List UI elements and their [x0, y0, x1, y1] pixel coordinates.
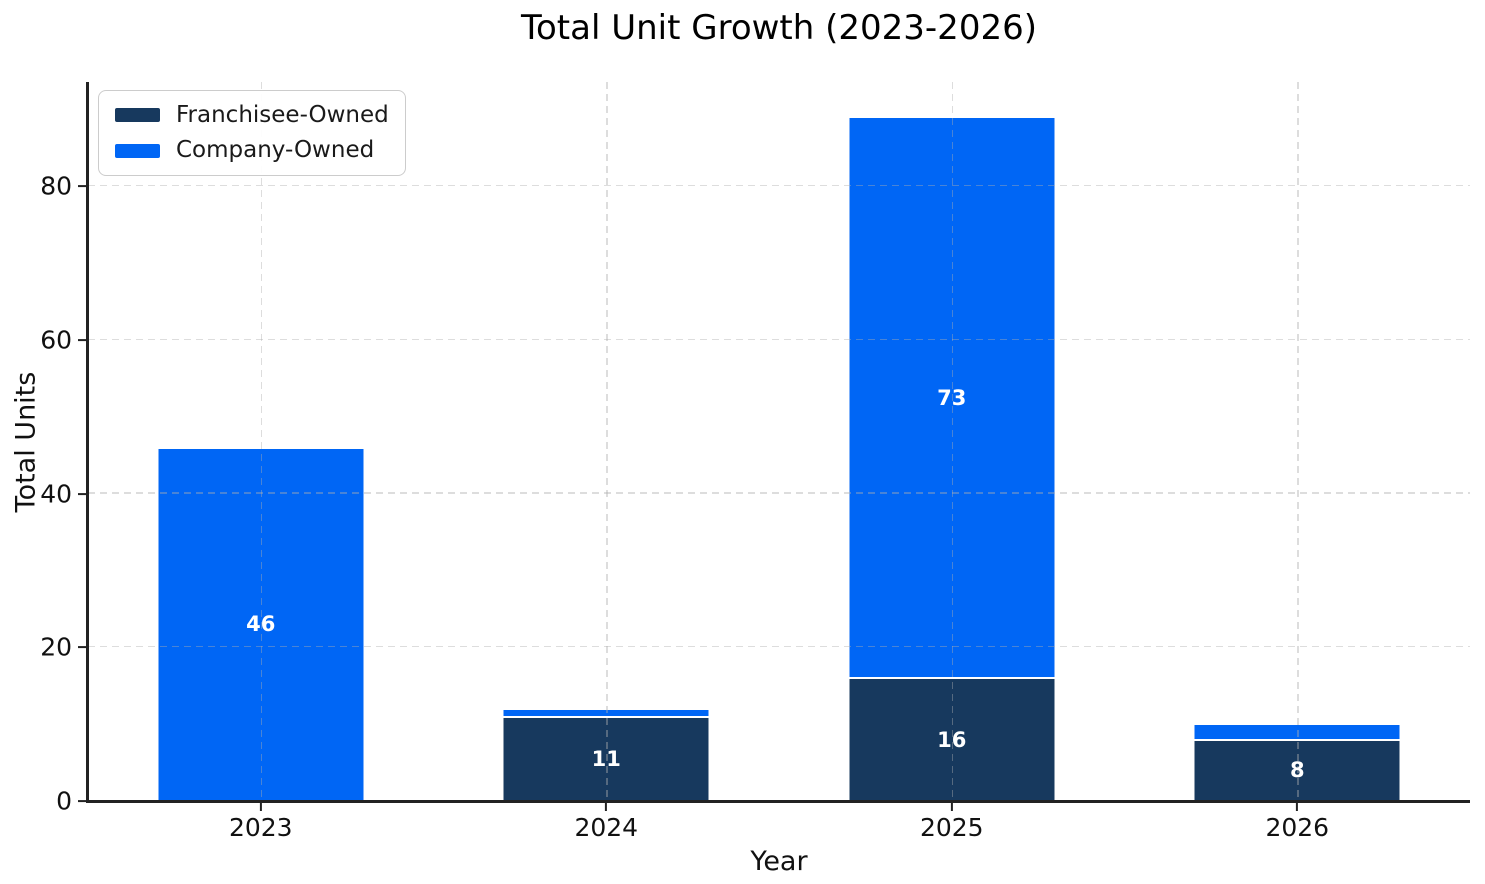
chart-title: Total Unit Growth (2023-2026): [521, 8, 1037, 48]
y-tick-mark: [78, 799, 87, 803]
x-axis-spine: [86, 800, 1470, 803]
y-axis-label: Total Units: [10, 371, 42, 512]
horizontal-gridline: [88, 338, 1470, 341]
plot-area: Total Units Year 46 11 16 73 8 0 20 40 60 80 2023…: [11, 82, 1470, 875]
y-tick-label: 60: [40, 325, 72, 355]
y-tick-mark: [78, 492, 87, 495]
legend-swatch-icon: [115, 108, 160, 123]
legend-label: Company-Owned: [176, 137, 375, 164]
x-tick-mark: [605, 802, 608, 811]
x-tick-mark: [259, 802, 262, 811]
bar-segment-company-owned-2024: [502, 708, 710, 717]
legend-item-franchisee-owned: Franchisee-Owned: [115, 102, 389, 128]
legend-label: Franchisee-Owned: [176, 102, 389, 128]
vertical-gridline: [1297, 82, 1299, 801]
bar-segment-company-owned-2026: [1193, 724, 1401, 740]
x-tick-label: 2024: [574, 813, 639, 842]
bar-segment-franchisee-owned-2026: [1193, 739, 1401, 801]
x-tick-mark: [950, 802, 953, 811]
y-tick-mark: [78, 185, 87, 188]
bar-segment-company-owned-2025: [848, 117, 1056, 679]
bar-value-label: 11: [591, 746, 621, 771]
x-tick-label: 2023: [228, 813, 293, 842]
vertical-gridline: [606, 82, 608, 801]
y-tick-label: 40: [40, 479, 72, 509]
y-tick-mark: [78, 646, 87, 649]
bar-value-label: 8: [1289, 758, 1305, 783]
legend-item-company-owned: Company-Owned: [115, 137, 389, 163]
y-axis-spine: [86, 82, 89, 802]
x-tick-label: 2025: [919, 813, 984, 842]
horizontal-gridline: [88, 184, 1470, 187]
y-tick-label: 0: [56, 786, 72, 816]
x-tick-mark: [1296, 802, 1299, 811]
y-tick-label: 80: [40, 171, 72, 201]
y-tick-label: 20: [40, 632, 72, 662]
bar-segment-company-owned-2023: [157, 447, 365, 801]
bar-value-label: 46: [246, 612, 276, 637]
legend-swatch-icon: [115, 143, 160, 158]
y-tick-mark: [78, 339, 87, 342]
bar-value-label: 73: [937, 385, 967, 410]
legend: Franchisee-Owned Company-Owned: [98, 90, 406, 176]
bar-value-label: 16: [937, 727, 967, 752]
x-tick-label: 2026: [1265, 813, 1330, 842]
x-axis-label: Year: [750, 846, 808, 877]
